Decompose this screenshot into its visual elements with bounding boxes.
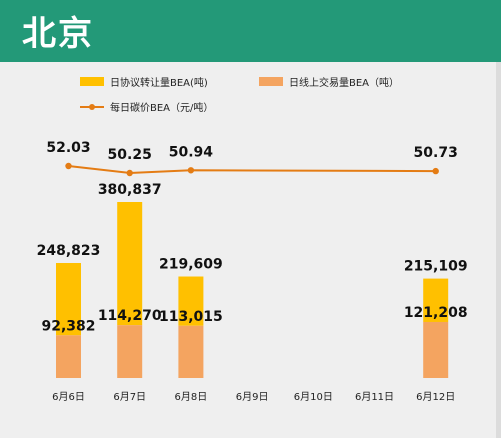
data-label-agreement: 215,109 — [404, 259, 468, 275]
price-point — [187, 167, 195, 174]
data-label-agreement: 219,609 — [159, 257, 223, 273]
price-point — [65, 162, 72, 170]
legend-swatch-online — [259, 77, 283, 86]
x-tick-label: 6月12日 — [416, 391, 455, 403]
panel-edge — [496, 62, 501, 438]
x-tick-label: 6月6日 — [52, 391, 85, 403]
data-label-online: 121,208 — [404, 305, 468, 321]
bar-online — [117, 325, 143, 378]
x-tick-label: 6月8日 — [175, 391, 208, 403]
bar-agreement — [178, 276, 204, 326]
x-tick-label: 6月11日 — [355, 391, 394, 403]
price-point — [126, 169, 133, 177]
bar-online — [423, 321, 449, 378]
page-title: 北京 — [22, 14, 94, 54]
data-label-online: 113,015 — [159, 309, 223, 325]
legend-marker-price — [89, 104, 95, 110]
bar-agreement — [117, 202, 143, 326]
x-tick-label: 6月10日 — [294, 391, 333, 403]
legend-label-online: 日线上交易量BEA（吨） — [289, 76, 399, 89]
data-label-price: 50.73 — [414, 145, 458, 161]
price-point — [432, 167, 439, 175]
data-label-price: 50.25 — [108, 147, 152, 163]
legend-label-price: 每日碳价BEA（元/吨） — [110, 101, 213, 114]
header-bar: 北京 — [0, 0, 501, 62]
data-label-agreement: 380,837 — [98, 182, 162, 198]
data-label-price: 52.03 — [46, 140, 90, 156]
x-tick-label: 6月9日 — [236, 391, 269, 403]
data-label-online: 114,270 — [98, 308, 162, 324]
bar-agreement — [423, 278, 449, 322]
data-label-agreement: 248,823 — [37, 243, 101, 259]
legend-label-agreement: 日协议转让量BEA(吨) — [110, 76, 208, 89]
x-tick-label: 6月7日 — [113, 391, 146, 403]
bar-online — [56, 335, 81, 378]
data-label-price: 50.94 — [169, 144, 214, 160]
chart-panel — [0, 62, 501, 438]
legend-swatch-agreement — [80, 77, 104, 86]
bar-online — [178, 325, 204, 378]
data-label-online: 92,382 — [41, 318, 95, 334]
bar-agreement — [56, 263, 81, 336]
price-line — [68, 165, 436, 175]
